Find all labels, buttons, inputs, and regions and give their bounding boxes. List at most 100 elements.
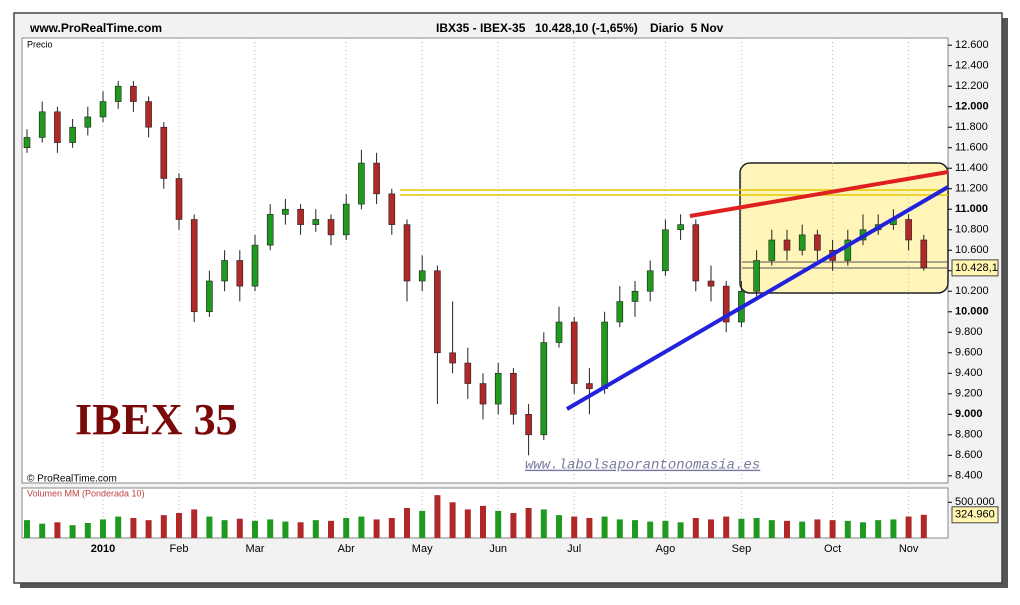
- y-tick-label: 9.200: [955, 388, 983, 400]
- candle-body: [114, 85, 122, 102]
- volume-bar: [814, 519, 821, 538]
- volume-bar: [434, 495, 441, 538]
- volume-bar: [236, 518, 243, 538]
- volume-bar: [328, 520, 334, 538]
- y-tick-label: 11.800: [955, 121, 988, 133]
- candle-body: [312, 219, 320, 225]
- candle-body: [175, 178, 183, 220]
- volume-bar: [829, 520, 836, 538]
- volume-bar: [920, 514, 927, 538]
- volume-bar: [799, 521, 806, 538]
- candle-body: [707, 280, 715, 287]
- volume-bar: [404, 508, 410, 538]
- candle-body: [251, 244, 259, 287]
- volume-bar: [282, 521, 289, 538]
- candle-body: [920, 239, 928, 269]
- candle-body: [342, 203, 350, 236]
- candle-body: [646, 270, 654, 292]
- y-tick-label: 9.800: [955, 326, 983, 338]
- volume-bar: [388, 518, 395, 538]
- volume-bar: [84, 523, 91, 538]
- volume-bar: [860, 522, 866, 538]
- y-tick-label: 8.400: [955, 470, 983, 482]
- x-tick-label: Oct: [824, 543, 841, 555]
- volume-bar: [890, 519, 897, 538]
- y-tick-label: 8.600: [955, 449, 983, 461]
- volume-bar: [449, 502, 456, 538]
- candle-body: [84, 116, 92, 128]
- volume-bar: [571, 516, 578, 538]
- volume-bar: [464, 509, 471, 538]
- volume-bar: [586, 518, 593, 538]
- candle-body: [662, 229, 669, 272]
- volume-bar: [39, 523, 46, 538]
- candle-body: [722, 285, 730, 323]
- candle-body: [54, 111, 61, 143]
- volume-bar: [176, 513, 182, 538]
- volume-bar: [905, 516, 912, 538]
- candle-body: [692, 224, 700, 282]
- candle-body: [798, 234, 806, 251]
- volume-bar: [708, 519, 714, 538]
- trend-line: [689, 170, 949, 218]
- y-tick-label: 11.000: [955, 203, 988, 215]
- volume-bar: [662, 520, 669, 538]
- x-tick-label: Nov: [899, 543, 919, 555]
- header: www.ProRealTime.com: [29, 21, 162, 35]
- volume-bar: [738, 518, 745, 538]
- volume-bar: [221, 520, 228, 538]
- candle-body: [221, 260, 228, 282]
- volume-bar: [556, 515, 562, 538]
- y-tick-label: 12.600: [955, 39, 989, 51]
- volume-bar: [784, 520, 790, 538]
- y-tick-label: 9.000: [955, 408, 983, 420]
- volume-bar: [358, 516, 365, 538]
- volume-bar: [692, 518, 699, 538]
- candle-body: [418, 270, 426, 282]
- candle-body: [190, 219, 198, 313]
- volume-bar: [297, 522, 304, 538]
- y-tick-label: 9.400: [955, 367, 983, 379]
- chart-title: IBX35 - IBEX-35: [436, 21, 526, 35]
- volume-bar: [24, 520, 30, 538]
- volume-bar: [115, 516, 122, 538]
- volume-bar: [601, 516, 608, 538]
- candle-body: [236, 260, 244, 287]
- candle-body: [434, 270, 441, 354]
- y-tick-label: 500.000: [955, 496, 995, 508]
- candle-body: [388, 193, 396, 225]
- website[interactable]: www.labolsaporantonomasia.es: [525, 458, 760, 474]
- candle-body: [616, 301, 624, 323]
- candle-body: [814, 234, 821, 251]
- volume-bar: [753, 518, 760, 538]
- y-tick-label: 10.000: [955, 306, 989, 318]
- volume-bar: [145, 520, 152, 538]
- volume-bar: [69, 525, 76, 538]
- x-tick-label: May: [412, 543, 433, 555]
- y-tick-label: 9.600: [955, 347, 983, 359]
- candle-body: [768, 239, 776, 261]
- volume-bar: [312, 520, 319, 538]
- last-volume-label: 324.960: [955, 509, 995, 521]
- candle-body: [479, 383, 487, 405]
- candle-body: [601, 321, 608, 389]
- candle-body: [145, 101, 152, 128]
- candle-body: [266, 214, 274, 246]
- volume-bar: [373, 519, 380, 538]
- volume-bar: [616, 519, 623, 538]
- candle-body: [555, 321, 563, 343]
- y-tick-label: 12.400: [955, 60, 989, 72]
- y-tick-label: 11.600: [955, 142, 988, 154]
- candle-body: [99, 101, 107, 118]
- volume-bar: [419, 510, 426, 538]
- y-tick-label: 12.200: [955, 80, 989, 92]
- volume-bar: [100, 519, 106, 538]
- y-tick-label: 8.800: [955, 429, 983, 441]
- candle-body: [844, 239, 852, 261]
- candle-body: [449, 352, 456, 364]
- volume-bar: [510, 513, 517, 538]
- x-tick-label: Abr: [338, 543, 355, 555]
- volume-bar: [844, 520, 851, 538]
- y-tick-label: 12.000: [955, 101, 989, 113]
- panel-label: Precio: [27, 39, 53, 49]
